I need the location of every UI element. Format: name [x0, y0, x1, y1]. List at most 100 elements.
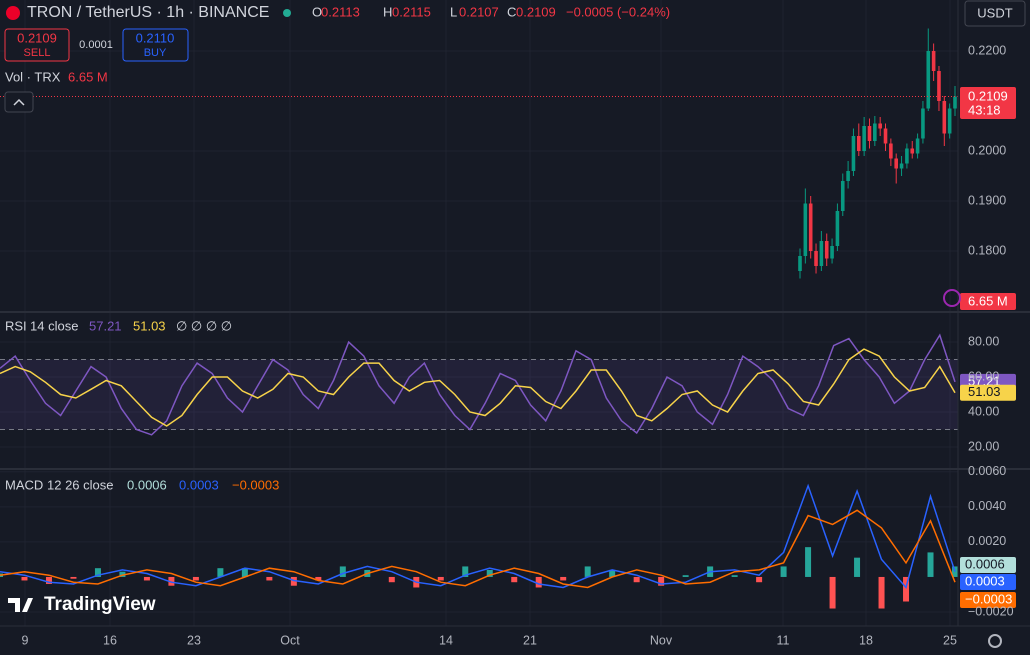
y-tick-label: 0.2000: [968, 143, 1006, 157]
value-tag: [960, 557, 1016, 573]
axes: 9 16 23 Oct 14 21 Nov 11 18 25 0.1800 0.1900 0.2000 0…: [22, 43, 1014, 647]
histogram-bar: [119, 571, 126, 577]
x-tick-label: 14: [439, 633, 453, 647]
collapse-icon: [13, 98, 25, 106]
histogram-bar: [535, 576, 542, 588]
candle-body: [835, 211, 840, 246]
histogram-bar: [462, 566, 469, 577]
legend-value: 57.21: [89, 318, 122, 333]
ohlc-key: H: [383, 4, 392, 19]
x-tick-label: 18: [859, 633, 873, 647]
histogram-bar: [437, 576, 444, 581]
candle-body: [840, 181, 845, 211]
y-tick-label: 40.00: [968, 404, 999, 418]
volume-tag-value: 6.65 M: [968, 293, 1008, 308]
volume-tag: [960, 293, 1016, 310]
candle-body: [931, 51, 936, 71]
x-tick-label: 9: [22, 633, 29, 647]
x-tick-label: 21: [523, 633, 537, 647]
candle-body: [926, 51, 931, 109]
y-tick-label: 0.0060: [968, 464, 1006, 478]
event-icon[interactable]: [943, 289, 961, 307]
histogram-bar: [878, 576, 885, 609]
price-tag: [960, 87, 1016, 119]
candle-body: [808, 203, 813, 251]
candle-body: [915, 138, 920, 154]
sell-price[interactable]: 0.2109: [17, 30, 57, 45]
candle-body: [889, 143, 893, 159]
histogram-bar: [560, 576, 567, 581]
pane-title: MACD: [5, 477, 43, 492]
value-tag-text: 57.21: [968, 373, 1001, 388]
ohlc-key: O: [312, 4, 322, 19]
y-tick-label: 20.00: [968, 439, 999, 453]
histogram-bar: [780, 566, 787, 577]
settings-icon[interactable]: [988, 634, 1002, 648]
value-tag-text: 0.0003: [965, 573, 1005, 588]
change: −0.0005 (−0.24%): [566, 4, 670, 19]
candle-body: [867, 126, 872, 141]
candle-body: [921, 108, 925, 139]
candle-body: [905, 148, 909, 164]
x-tick-label: 16: [103, 633, 117, 647]
symbol-title[interactable]: TRON / TetherUS · 1h · BINANCE: [27, 4, 269, 21]
sell-button[interactable]: [4, 28, 70, 62]
buy-button[interactable]: [122, 28, 189, 62]
macd-line: [0, 509, 956, 589]
x-tick-label: 25: [943, 633, 957, 647]
logo[interactable]: TradingView: [44, 594, 156, 615]
y-tick-label: 0.0020: [968, 534, 1006, 548]
ohlc-value: 0.2107: [459, 4, 499, 19]
y-tick-label: 80.00: [968, 334, 999, 348]
buy-price[interactable]: 0.2110: [136, 30, 175, 45]
candle-body: [819, 241, 824, 266]
ohlc: O0.2113 H 0.2115 L 0.2107 C 0.2109: [312, 4, 556, 19]
histogram-bar: [903, 576, 910, 602]
candle-body: [910, 148, 915, 154]
x-tick-label: Oct: [280, 633, 300, 647]
legend-value: 0.0006: [127, 477, 167, 492]
spread: 0.0001: [79, 39, 113, 51]
candle-body: [942, 101, 947, 134]
currency-button[interactable]: [964, 0, 1026, 27]
histogram-bar: [315, 576, 322, 581]
candle-body: [883, 128, 888, 144]
histogram-bar: [854, 557, 861, 577]
price-tag-value: 0.2109: [968, 88, 1008, 103]
legend-value: 0.0003: [179, 477, 219, 492]
y-tick-label: 60.00: [968, 369, 999, 383]
value-tag-text: −0.0003: [965, 591, 1012, 606]
y-tick-label: −0.0020: [968, 604, 1014, 618]
market-status[interactable]: [283, 9, 291, 17]
histogram-bar: [511, 576, 518, 583]
collapse-button[interactable]: [4, 91, 34, 113]
histogram-bar: [486, 569, 493, 577]
histogram-bar: [217, 568, 224, 577]
value-tag-text: 51.03: [968, 384, 1001, 399]
histogram-bar: [21, 576, 28, 581]
x-tick-label: Nov: [650, 633, 673, 647]
candle-body: [947, 108, 952, 134]
histogram-bar: [143, 576, 150, 581]
value-tag: [960, 384, 1016, 401]
candle-body: [953, 96, 957, 109]
histogram-bar: [45, 576, 52, 584]
histogram-bar: [682, 575, 689, 577]
histogram-bar: [388, 576, 395, 583]
histogram-bar: [70, 576, 77, 579]
histogram-bar: [339, 566, 346, 577]
ohlc-value: 0.2115: [392, 4, 431, 19]
sell-label[interactable]: SELL: [24, 47, 51, 59]
histogram-bar: [266, 576, 273, 581]
buy-label[interactable]: BUY: [144, 47, 167, 59]
y-tick-label: 0.1800: [968, 243, 1006, 257]
currency[interactable]: USDT: [977, 5, 1012, 20]
candle-body: [824, 241, 829, 259]
x-tick-label: 11: [777, 633, 790, 647]
candle-body: [937, 71, 941, 101]
histogram-bar: [168, 576, 175, 586]
histogram-bar: [241, 568, 248, 577]
candle-body: [814, 251, 818, 266]
